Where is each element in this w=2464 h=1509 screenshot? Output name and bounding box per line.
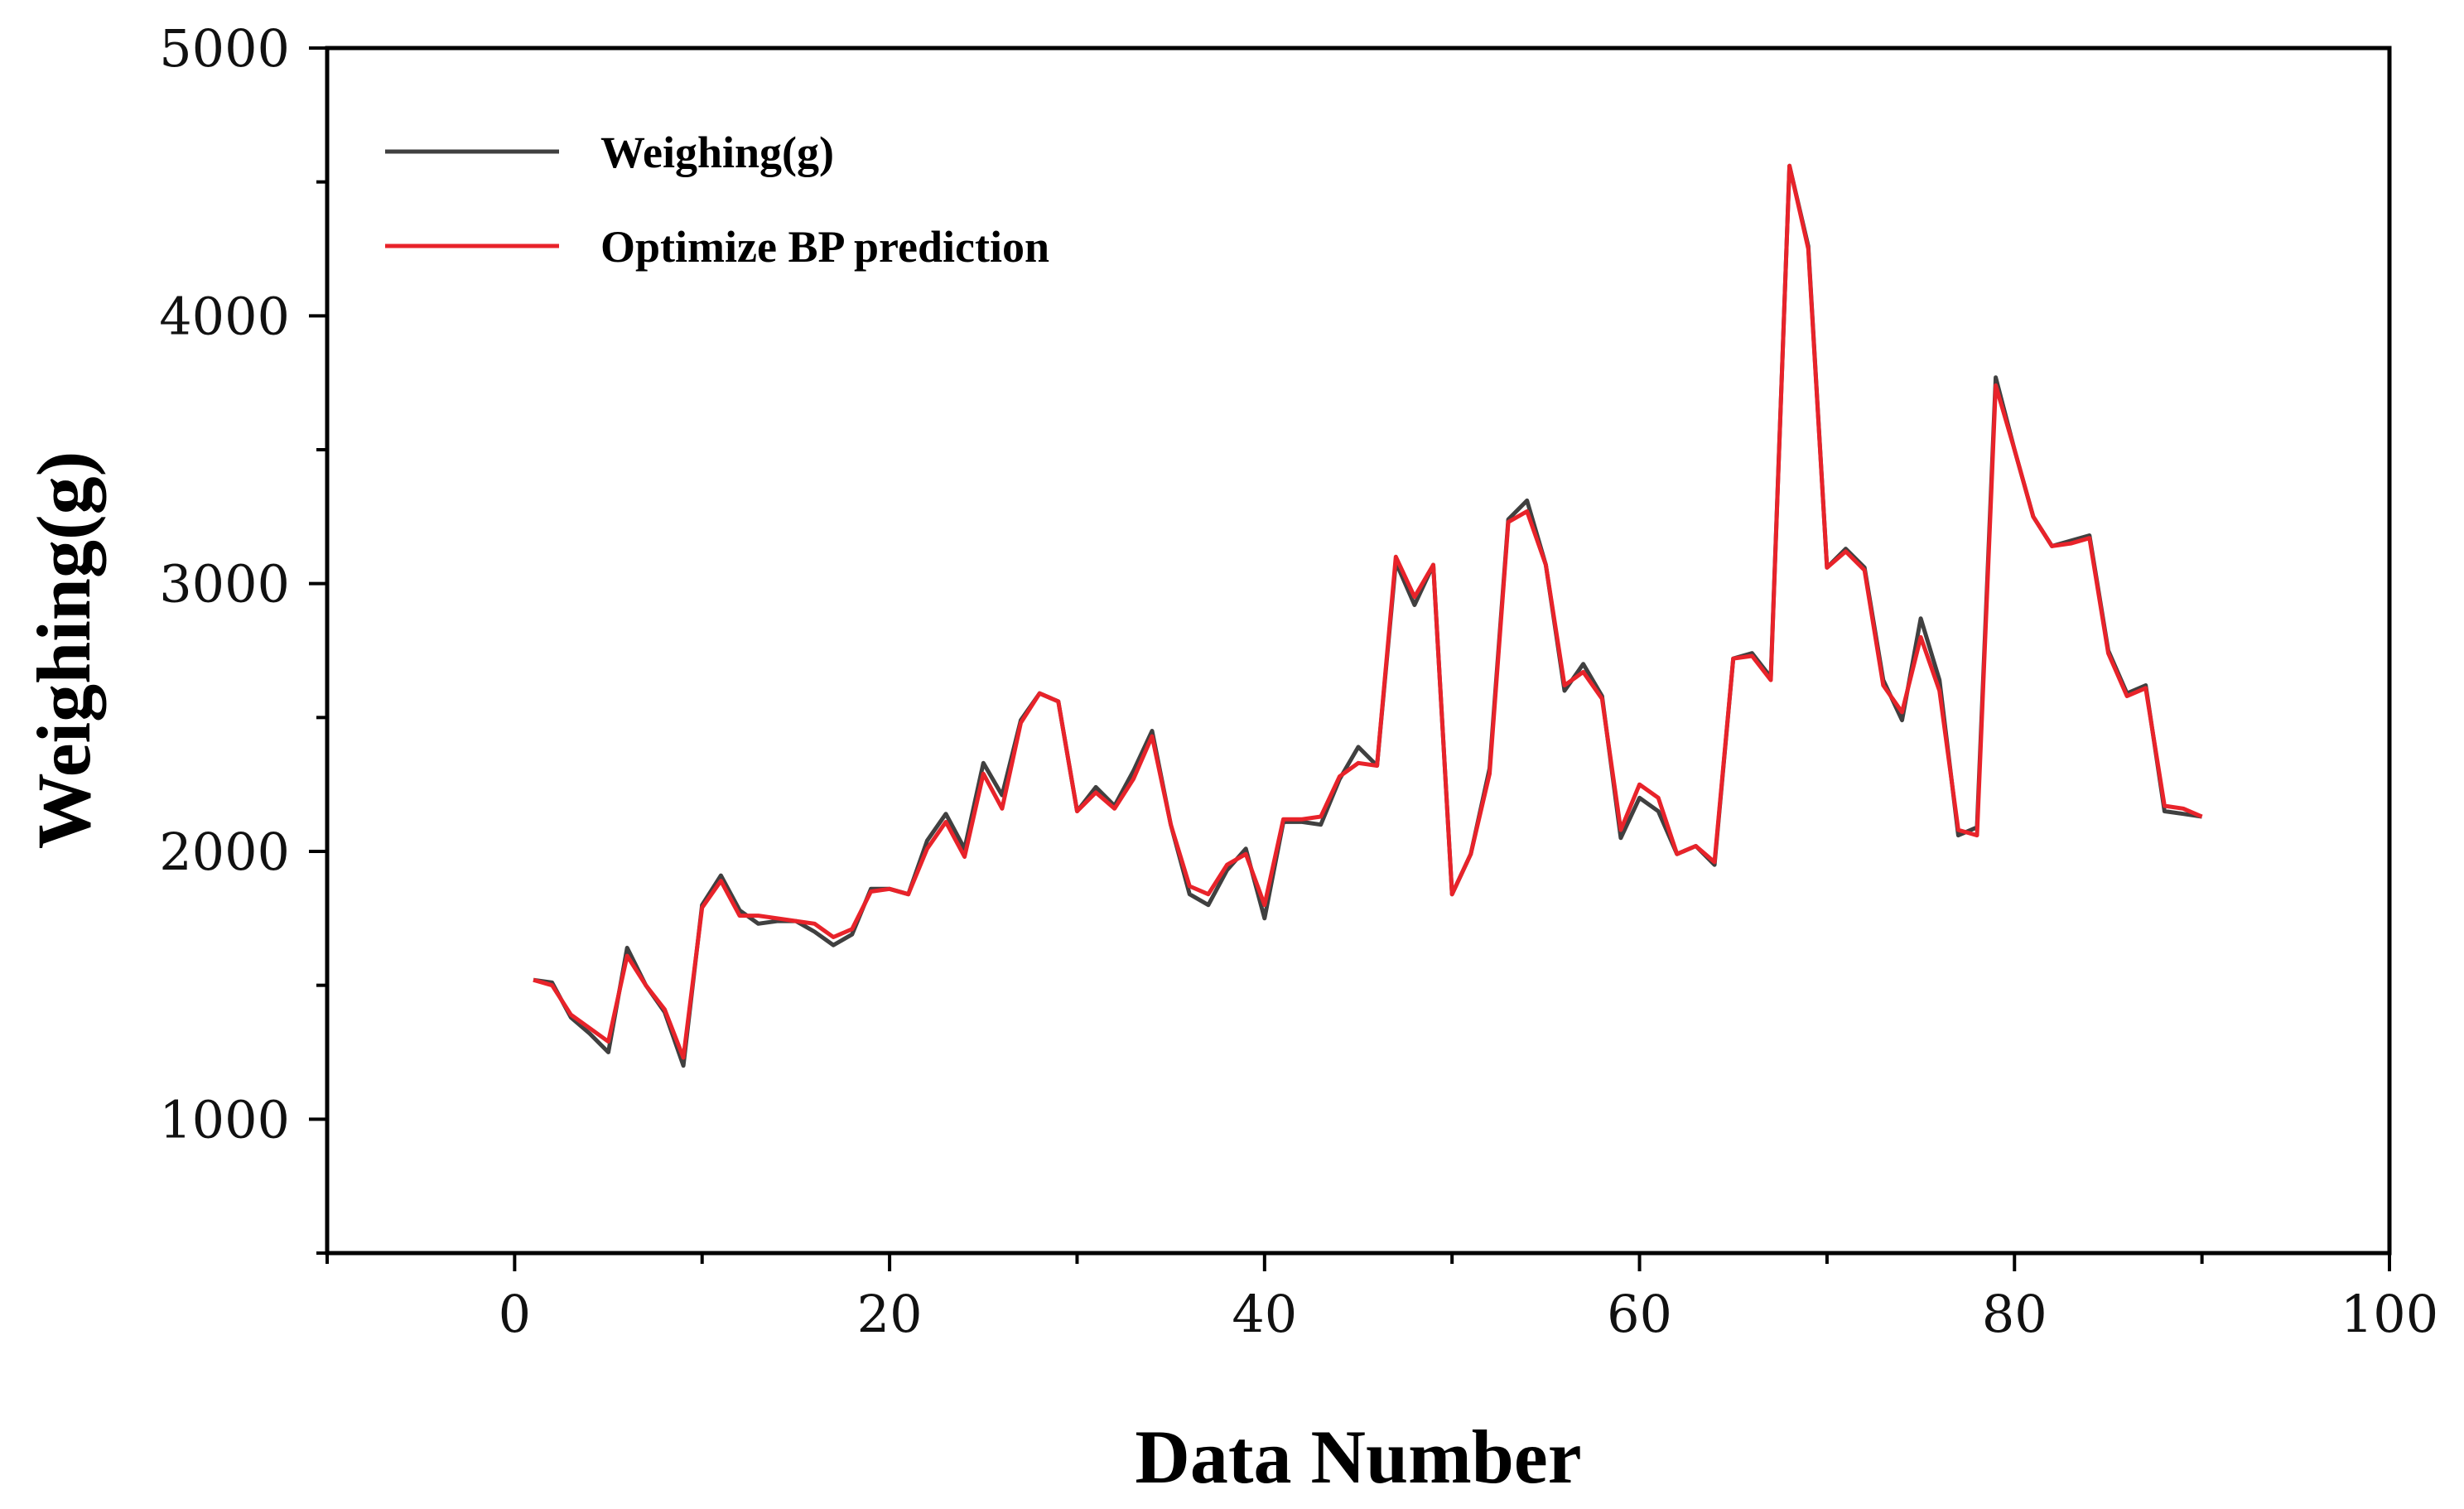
legend-label-bp-prediction: Optimize BP prediction (600, 222, 1049, 272)
plot-frame (325, 46, 2392, 1256)
x-tick-label: 0 (499, 1284, 531, 1344)
x-tick-label: 40 (1232, 1284, 1297, 1344)
series-line-weighing (533, 163, 2202, 1068)
x-tick-label: 60 (1607, 1284, 1672, 1344)
y-tick-label: 5000 (159, 18, 290, 79)
legend: Weighing(g) Optimize BP prediction (385, 128, 1049, 272)
y-tick-label: 3000 (159, 554, 290, 615)
y-tick-label: 4000 (159, 286, 290, 346)
x-tick-label: 100 (2341, 1284, 2438, 1344)
y-tick-label: 2000 (159, 822, 290, 882)
series-layer (533, 163, 2203, 1068)
series-line-bp-prediction (533, 163, 2203, 1060)
x-tick-label: 80 (1982, 1284, 2047, 1344)
legend-label-weighing: Weighing(g) (600, 128, 834, 177)
y-axis-ticks: 1000 2000 3000 4000 5000 (159, 18, 327, 1255)
x-axis-ticks: 0 20 40 60 80 100 (325, 1253, 2438, 1344)
y-axis-title: Weighing(g) (22, 451, 106, 849)
x-axis-title: Data Number (1135, 1415, 1581, 1499)
y-tick-label: 1000 (159, 1089, 290, 1150)
x-tick-label: 20 (857, 1284, 923, 1344)
